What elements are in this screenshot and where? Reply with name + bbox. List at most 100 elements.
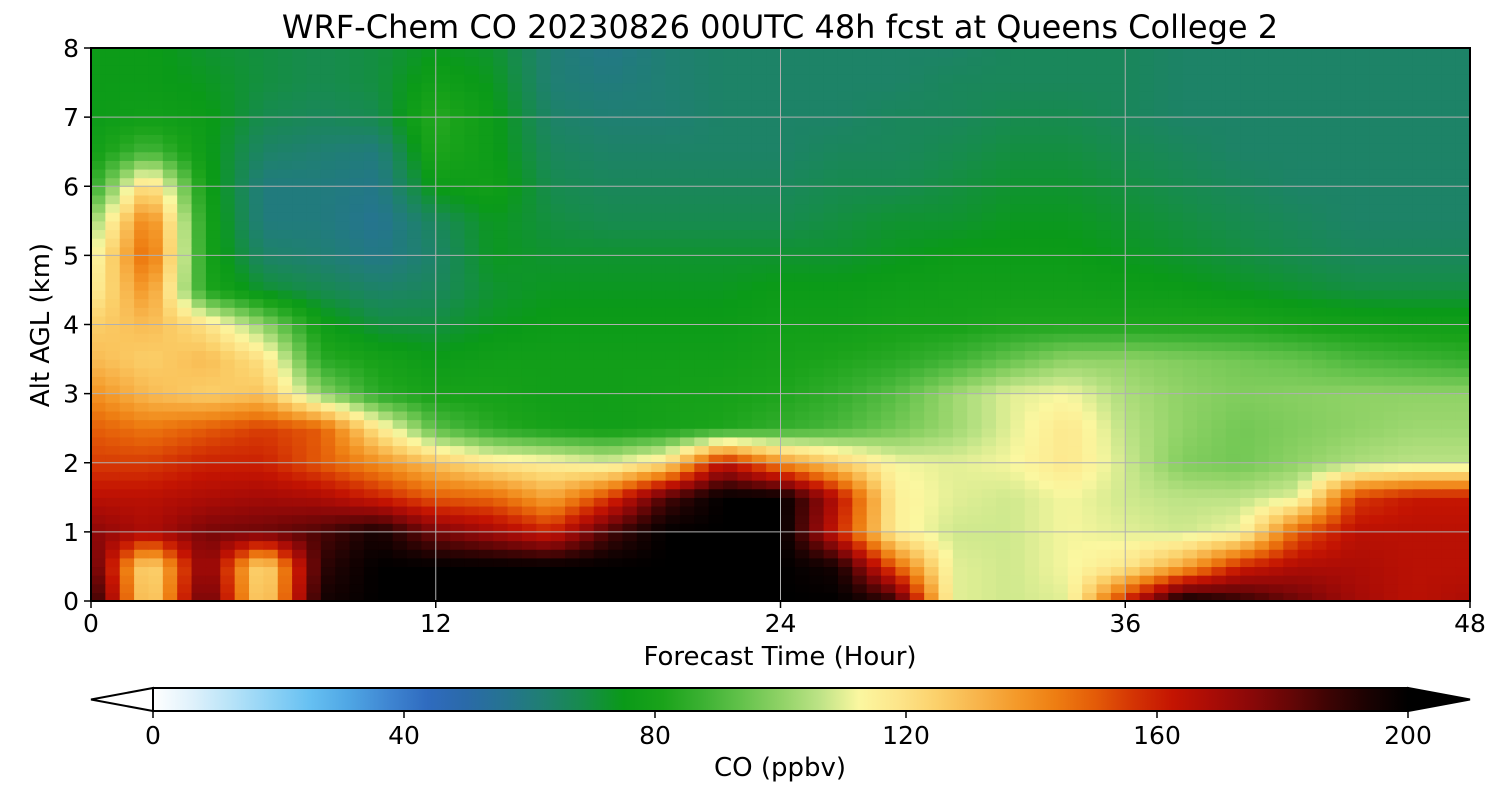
co-cell: [1168, 445, 1184, 455]
co-cell: [1383, 419, 1399, 429]
co-cell: [363, 220, 379, 231]
co-cell: [1125, 410, 1141, 421]
co-cell: [608, 402, 624, 412]
co-cell: [1197, 436, 1213, 447]
co-cell: [766, 497, 782, 507]
co-cell: [277, 445, 293, 455]
co-cell: [1283, 220, 1299, 231]
co-cell: [1067, 246, 1083, 256]
co-cell: [162, 531, 178, 542]
co-cell: [320, 168, 336, 179]
co-cell: [751, 333, 767, 343]
co-cell: [507, 393, 523, 403]
co-cell: [1283, 505, 1299, 516]
co-cell: [1398, 333, 1414, 343]
co-cell: [1197, 488, 1213, 498]
co-cell: [909, 549, 925, 559]
co-cell: [1283, 419, 1299, 429]
co-cell: [1024, 549, 1040, 559]
co-cell: [134, 393, 150, 403]
co-cell: [1268, 480, 1284, 490]
co-cell: [349, 566, 365, 576]
co-cell: [1254, 177, 1270, 187]
co-cell: [249, 272, 264, 282]
co-cell: [349, 324, 365, 334]
co-cell: [967, 497, 983, 507]
co-cell: [852, 566, 868, 576]
co-cell: [1010, 194, 1026, 205]
co-cell: [780, 289, 796, 300]
co-cell: [952, 497, 968, 507]
co-cell: [1010, 531, 1026, 542]
co-cell: [536, 540, 552, 550]
co-cell: [1297, 436, 1313, 447]
co-cell: [1225, 220, 1241, 231]
co-cell: [421, 402, 437, 412]
co-cell: [378, 194, 394, 205]
co-cell: [852, 480, 868, 490]
co-cell: [1240, 454, 1256, 464]
co-cell: [938, 531, 954, 542]
co-cell: [478, 480, 494, 490]
co-cell: [1426, 505, 1442, 516]
co-cell: [407, 168, 422, 179]
co-cell: [1010, 289, 1026, 300]
co-cell: [550, 393, 566, 403]
co-cell: [1096, 203, 1112, 213]
co-cell: [981, 462, 997, 472]
co-cell: [938, 255, 954, 265]
co-cell: [220, 255, 236, 265]
co-cell: [335, 505, 351, 516]
co-cell: [579, 168, 595, 179]
co-cell: [1268, 324, 1284, 334]
co-cell: [1182, 367, 1198, 377]
co-cell: [1455, 384, 1470, 395]
co-cell: [909, 402, 925, 412]
co-cell: [766, 246, 782, 256]
co-cell: [679, 160, 695, 170]
co-cell: [493, 341, 509, 352]
co-cell: [1125, 177, 1141, 187]
co-cell: [751, 480, 767, 490]
co-cell: [794, 592, 810, 601]
co-cell: [952, 264, 968, 274]
co-cell: [1096, 315, 1112, 326]
co-cell: [320, 212, 336, 222]
co-cell: [780, 229, 796, 239]
co-cell: [205, 367, 221, 377]
co-cell: [162, 229, 178, 239]
co-cell: [823, 488, 839, 498]
co-cell: [1369, 445, 1385, 455]
co-cell: [493, 160, 509, 170]
co-cell: [450, 186, 466, 196]
co-cell: [1455, 229, 1470, 239]
co-cell: [1110, 289, 1126, 300]
co-cell: [1254, 307, 1270, 317]
co-cell: [967, 160, 983, 170]
co-cell: [837, 393, 853, 403]
co-cell: [866, 540, 882, 550]
co-cell: [1082, 497, 1098, 507]
co-cell: [1441, 272, 1457, 282]
co-cell: [320, 229, 336, 239]
co-cell: [579, 376, 595, 386]
co-cell: [220, 281, 236, 291]
co-cell: [205, 462, 221, 472]
co-cell: [1311, 168, 1327, 179]
co-cell: [91, 497, 106, 507]
co-cell: [392, 419, 408, 429]
co-cell: [134, 471, 150, 481]
co-cell: [292, 229, 308, 239]
co-cell: [852, 497, 868, 507]
co-cell: [134, 177, 150, 187]
co-cell: [1010, 272, 1026, 282]
co-cell: [1053, 376, 1069, 386]
co-cell: [464, 281, 480, 291]
co-cell: [1053, 315, 1069, 326]
co-cell: [1297, 168, 1313, 179]
co-cell: [780, 540, 796, 550]
co-cell: [737, 177, 753, 187]
co-cell: [1369, 549, 1385, 559]
co-cell: [1398, 212, 1414, 222]
co-cell: [1082, 505, 1098, 516]
